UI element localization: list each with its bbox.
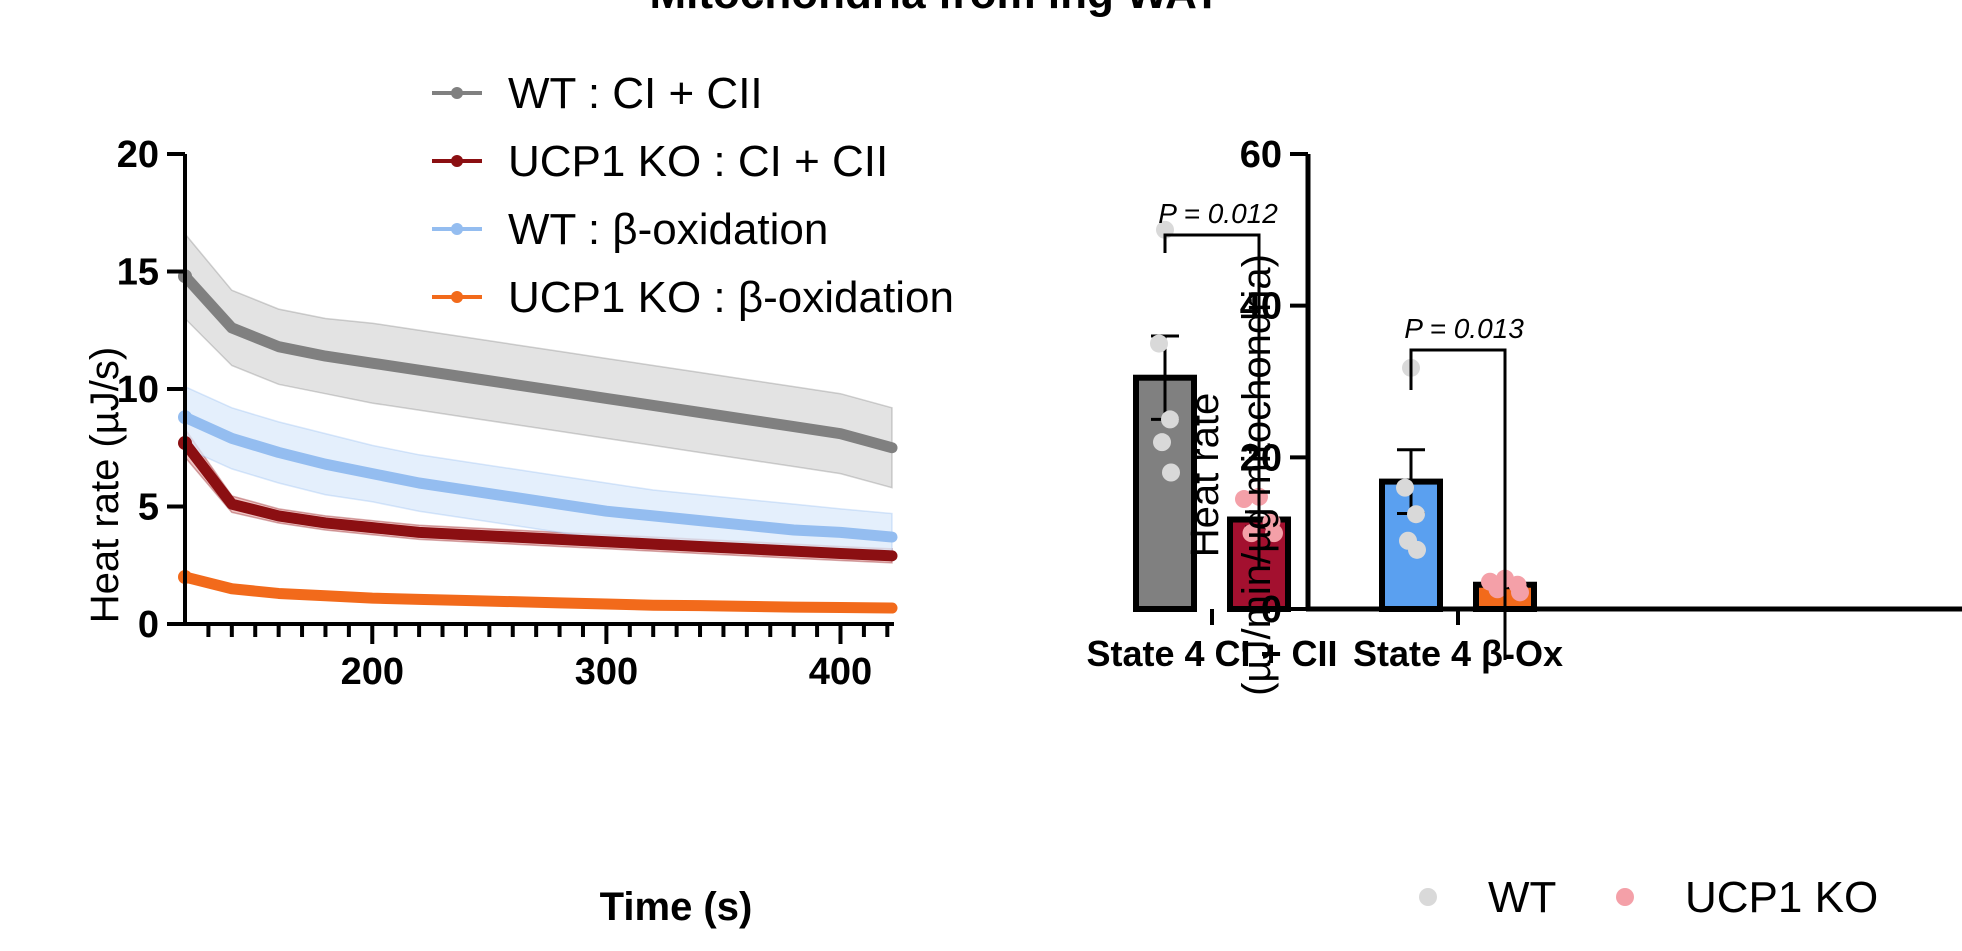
tick-labels: 0 5 10 15 20 200 300 400 (117, 134, 872, 693)
data-point (1396, 478, 1414, 497)
y-axis-label-line1: Heat rate (1183, 393, 1227, 558)
category-labels: State 4 CI + CII State 4 β-Ox (1086, 633, 1563, 674)
legend-marker (451, 87, 463, 99)
band-wt-ci-cii (184, 231, 893, 489)
data-point (1265, 524, 1283, 543)
legend-label: UCP1 KO : CI + CII (508, 137, 888, 186)
y-tick-label: 20 (117, 134, 159, 176)
line-ucp1-ko-ci-cii (179, 437, 898, 562)
data-point (1242, 524, 1261, 543)
y-tick-label: 15 (117, 252, 159, 294)
axes (1210, 152, 1962, 625)
category-label: State 4 CI + CII (1086, 633, 1337, 674)
x-tick-label: 200 (341, 651, 404, 693)
legend-marker-ucp1-ko (1616, 888, 1634, 906)
y-tick-label: 10 (117, 369, 159, 411)
p-value-label: P = 0.013 (1404, 313, 1524, 344)
data-point (1153, 433, 1171, 452)
data-point (1161, 410, 1179, 429)
legend-marker (451, 291, 463, 303)
axes (167, 152, 894, 644)
legend-marker (451, 223, 463, 235)
significance-bracket (1163, 233, 1261, 570)
p-value-label: P = 0.012 (1158, 198, 1278, 229)
legend-label-wt: WT (1488, 873, 1556, 922)
tick-labels: 0 20 40 60 (1240, 134, 1282, 631)
series-lines (178, 269, 898, 614)
y-tick-label: 60 (1240, 134, 1282, 176)
legend-label: UCP1 KO : β-oxidation (508, 273, 954, 322)
line-wt-oxidation (179, 411, 898, 543)
y-tick-label: 40 (1240, 286, 1282, 328)
y-tick-label: 5 (138, 487, 159, 529)
data-point (1407, 505, 1425, 524)
data-point (1488, 580, 1507, 599)
legend-label: WT : β-oxidation (508, 205, 828, 254)
significance-annotations: P = 0.012 P = 0.013 (1158, 198, 1524, 660)
data-point (1511, 583, 1529, 602)
heat-rate-bar-chart: 0 20 40 60 Heat rate (µJ/min/µg mitochondri… (1086, 134, 1962, 922)
x-tick-label: 300 (575, 651, 638, 693)
x-axis-label: Time (s) (600, 885, 753, 929)
y-axis-label-line2: (µJ/min/µg mitochondria) (1235, 254, 1279, 696)
y-tick-label: 0 (1261, 589, 1282, 631)
legend-marker-wt (1419, 888, 1437, 906)
significance-bracket (1409, 348, 1507, 660)
legend: WT : CI + CII UCP1 KO : CI + CII WT : β-ox… (432, 69, 954, 322)
y-axis-label: Heat rate (µJ/s) (83, 347, 127, 623)
legend-marker (451, 155, 463, 167)
legend: WT UCP1 KO (1419, 873, 1878, 922)
data-point (1162, 463, 1180, 482)
bars (1133, 220, 1537, 613)
legend-label-ucp1-ko: UCP1 KO (1685, 873, 1878, 922)
figure-title: Mitochondria from ing WAT (649, 0, 1220, 18)
data-point (1235, 490, 1253, 509)
y-tick-label: 20 (1240, 437, 1282, 479)
line-ucp1-ko-oxidation (179, 571, 898, 614)
y-tick-label: 0 (138, 604, 159, 646)
heat-rate-time-chart: 0 5 10 15 20 200 300 400 Time (s) Heat rate (µJ… (83, 69, 954, 929)
line-wt-ci-cii (179, 270, 898, 454)
data-point (1408, 540, 1426, 559)
legend-label: WT : CI + CII (508, 69, 763, 118)
category-label: State 4 β-Ox (1353, 633, 1563, 674)
x-tick-label: 400 (809, 651, 872, 693)
data-point (1150, 334, 1168, 353)
